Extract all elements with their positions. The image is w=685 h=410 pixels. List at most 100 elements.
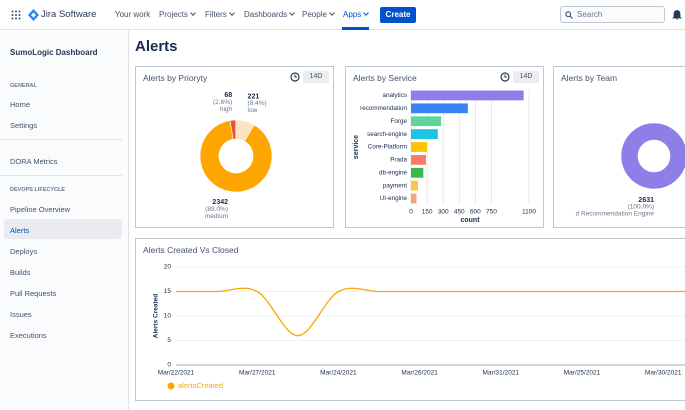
panel-title: Alerts by Team — [561, 73, 617, 83]
x-tick-label: Mar/31/2021 — [483, 370, 520, 377]
jira-logo[interactable] — [28, 9, 39, 21]
legend-marker — [168, 383, 175, 390]
x-axis-label: count — [460, 217, 480, 224]
nav-item-active[interactable]: Apps — [343, 10, 368, 19]
period-badge[interactable]: 14D — [303, 71, 329, 83]
top-nav: Jira Software Your work Projects Filters… — [0, 0, 685, 30]
pie-slice — [621, 123, 685, 189]
x-tick-label: 750 — [486, 209, 497, 216]
clock-icon — [290, 72, 300, 82]
nav-item[interactable]: Filters — [205, 10, 234, 19]
bar — [411, 181, 418, 191]
y-tick-label: Core-Platform — [368, 144, 407, 151]
y-tick-label: 0 — [167, 362, 171, 369]
chart: 2631(100.0%)d Recommendation Engine — [554, 67, 685, 228]
sidebar-item[interactable]: Builds — [10, 268, 30, 277]
page-title: Alerts — [135, 38, 178, 55]
y-tick-label: 20 — [164, 264, 172, 271]
y-tick-label: db-engine — [379, 169, 408, 176]
sidebar-item[interactable]: Home — [10, 100, 30, 109]
sidebar-item[interactable]: Deploys — [10, 247, 37, 256]
y-tick-label: analytics — [383, 92, 408, 99]
chart-panel: 2342(89.0%)medium68(2.6%)high221(8.4%)lo… — [135, 66, 334, 228]
y-axis-label: Alerts Created — [153, 294, 160, 338]
nav-item-label: Projects — [159, 10, 188, 19]
separator — [0, 139, 122, 140]
y-tick-label: 15 — [164, 288, 172, 295]
chart-panel: 0 150 300 450 600 750 1100 analytics recommendat… — [345, 66, 544, 228]
clock-icon — [500, 72, 510, 82]
panel-title: Alerts Created Vs Closed — [143, 245, 238, 255]
active-underline — [342, 27, 369, 30]
bar — [411, 155, 426, 165]
sidebar-item[interactable]: Issues — [10, 310, 32, 319]
x-tick-label: 600 — [470, 209, 481, 216]
x-tick-label: 300 — [438, 209, 449, 216]
slice-percent: (2.6%) — [213, 99, 232, 106]
legend-label: alertsCreated — [178, 381, 223, 390]
bar — [411, 168, 423, 178]
x-tick-label: 450 — [454, 209, 465, 216]
slice-label: d Recommendation Engine — [576, 211, 655, 218]
nav-item-label: Apps — [343, 10, 361, 19]
search-placeholder: Search — [577, 10, 602, 19]
slice-percent: (89.0%) — [205, 206, 228, 213]
bar — [411, 116, 441, 126]
slice-label: medium — [205, 213, 228, 220]
app-switcher[interactable] — [11, 10, 21, 20]
nav-item[interactable]: Your work — [115, 10, 150, 19]
x-tick-label: Mar/26/2021 — [401, 370, 438, 377]
bar — [411, 103, 468, 113]
product-name[interactable]: Jira Software — [41, 9, 96, 20]
y-tick-label: 10 — [164, 313, 172, 320]
bar — [411, 142, 427, 152]
x-tick-label: Mar/27/2021 — [239, 370, 276, 377]
search-box[interactable]: Search — [560, 6, 665, 23]
section-heading: GENERAL — [10, 83, 37, 89]
x-tick-label: Mar/24/2021 — [320, 370, 357, 377]
y-tick-label: recommendation — [360, 105, 407, 112]
bar — [411, 91, 524, 101]
nav-item-label: Filters — [205, 10, 227, 19]
sidebar-item[interactable]: Executions — [10, 331, 47, 340]
slice-percent: (100.0%) — [628, 204, 654, 211]
x-tick-label: 1100 — [522, 209, 536, 216]
nav-item[interactable]: Projects — [159, 10, 195, 19]
bar — [411, 129, 438, 139]
sidebar-item[interactable]: Pull Requests — [10, 289, 56, 298]
notifications-icon[interactable] — [672, 9, 682, 20]
y-tick-label: 5 — [167, 337, 171, 344]
bar — [411, 194, 416, 204]
x-tick-label: 150 — [422, 209, 433, 216]
x-tick-label: Mar/25/2021 — [564, 370, 601, 377]
sidebar-title: SumoLogic Dashboard — [10, 48, 98, 57]
chart: 0 150 300 450 600 750 1100 analytics recommendat… — [346, 67, 544, 228]
create-button[interactable]: Create — [380, 7, 416, 23]
section-heading: DEVOPS LIFECYCLE — [10, 187, 65, 193]
nav-item[interactable]: People — [302, 10, 334, 19]
slice-label: high — [220, 106, 233, 113]
y-tick-label: payment — [383, 182, 407, 189]
y-tick-label: Prada — [390, 157, 407, 164]
y-tick-label: search-engine — [367, 131, 407, 138]
nav-item-label: Dashboards — [244, 10, 287, 19]
chart: 2342(89.0%)medium68(2.6%)high221(8.4%)lo… — [136, 67, 334, 228]
chart-panel: 2631(100.0%)d Recommendation Engine Aler… — [553, 66, 685, 228]
chart-panel: 05101520Mar/22/2021Mar/27/2021Mar/24/202… — [135, 238, 685, 401]
series-line — [176, 288, 685, 335]
slice-percent: (8.4%) — [248, 100, 267, 107]
period-badge[interactable]: 14D — [513, 71, 539, 83]
separator — [0, 175, 122, 176]
nav-item[interactable]: Dashboards — [244, 10, 294, 19]
sidebar: SumoLogic Dashboard GENERAL Home Setting… — [0, 30, 129, 410]
y-tick-label: Forge — [391, 118, 408, 125]
sidebar-item[interactable]: Settings — [10, 121, 37, 130]
panel-title: Alerts by Service — [353, 73, 417, 83]
x-tick-label: 0 — [409, 209, 413, 216]
search-icon — [565, 11, 573, 19]
sidebar-item[interactable]: Pipeline Overview — [10, 205, 70, 214]
sidebar-item-active[interactable]: Alerts — [10, 226, 29, 235]
chart: 05101520Mar/22/2021Mar/27/2021Mar/24/202… — [136, 239, 685, 401]
sidebar-item[interactable]: DORA Metrics — [10, 157, 58, 166]
